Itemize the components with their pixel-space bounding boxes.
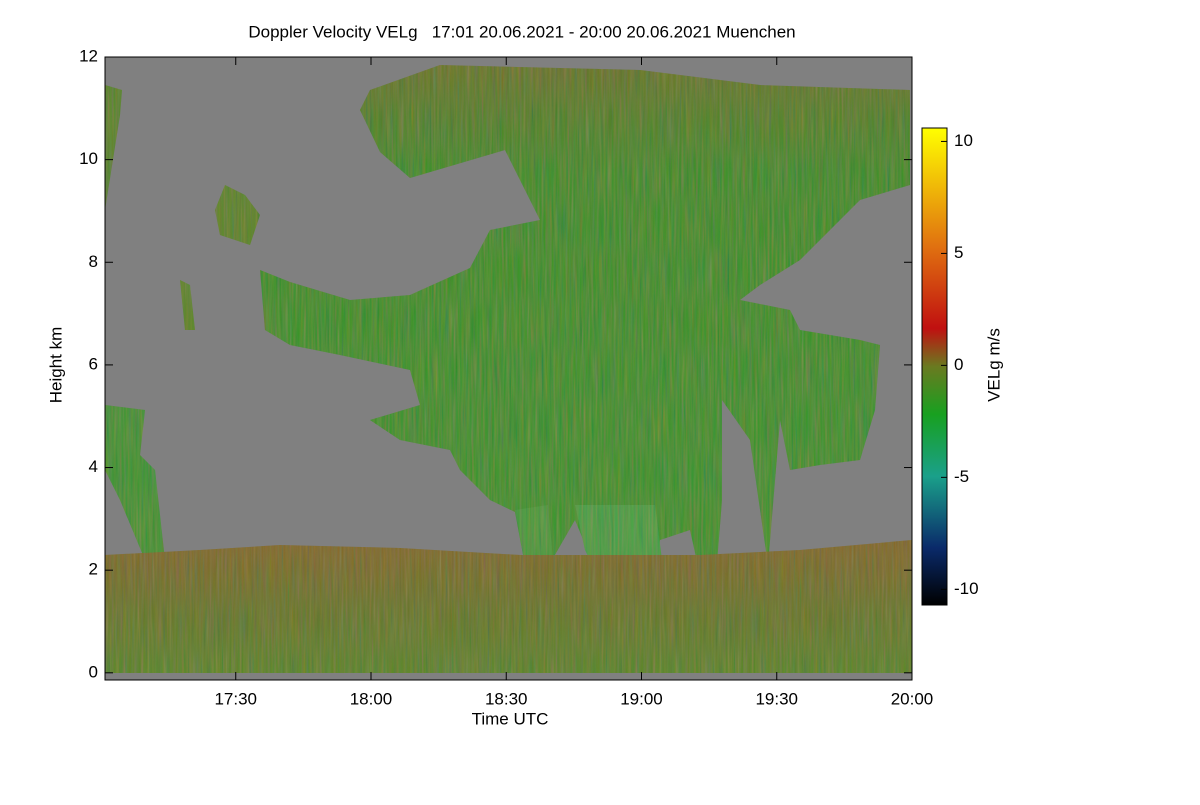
colorbar-label: VELg m/s [984, 328, 1003, 402]
y-axis-label: Height km [46, 327, 65, 404]
y-tick-label: 2 [89, 560, 98, 579]
plot-frame [104, 56, 913, 681]
echo [105, 65, 912, 673]
x-axis-label: Time UTC [472, 709, 549, 728]
colorbar-tick-label: 5 [954, 243, 963, 262]
y-tick-label: 10 [79, 149, 98, 168]
plot-image [105, 57, 912, 680]
echo-region [260, 65, 910, 607]
y-tick-label: 4 [89, 457, 98, 476]
colorbar-tick-label: 0 [954, 355, 963, 374]
x-tick-label: 18:30 [485, 689, 528, 708]
x-tick-label: 19:00 [620, 689, 663, 708]
echo-region [105, 85, 122, 210]
x-tick-label: 17:30 [214, 689, 257, 708]
echo-region [105, 405, 165, 560]
echo-region [215, 185, 260, 245]
colorbar-tick-label: -5 [954, 467, 969, 486]
x-tick-label: 20:00 [891, 689, 934, 708]
y-tick-label: 8 [89, 252, 98, 271]
y-tick-label: 0 [89, 662, 98, 681]
y-tick-label: 12 [79, 46, 98, 65]
colorbar-tick-label: -10 [954, 579, 979, 598]
x-tick-label: 18:00 [350, 689, 393, 708]
colorbar-tick-label: 10 [954, 131, 973, 150]
colorbar [921, 127, 948, 606]
echo-region [180, 280, 195, 330]
x-tick-label: 19:30 [755, 689, 798, 708]
chart-title: Doppler Velocity VELg 17:01 20.06.2021 -… [248, 22, 795, 41]
y-tick-label: 6 [89, 354, 98, 373]
echo-region [105, 540, 912, 673]
